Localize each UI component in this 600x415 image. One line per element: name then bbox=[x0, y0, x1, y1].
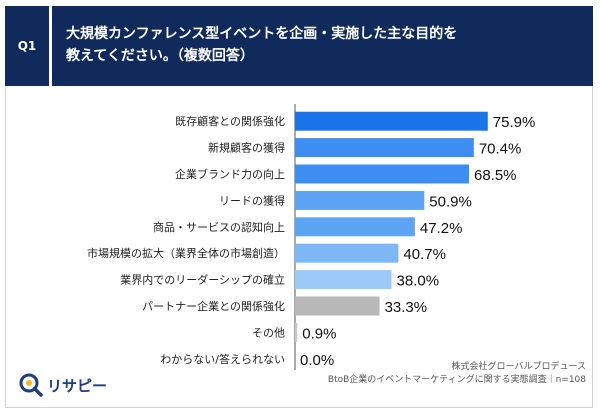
question-badge: Q1 bbox=[5, 6, 49, 86]
bar bbox=[295, 217, 415, 237]
bar bbox=[295, 190, 425, 210]
category-label: その他 bbox=[252, 326, 285, 339]
logo-text: リサピー bbox=[47, 376, 108, 395]
category-label: 新規顧客の獲得 bbox=[208, 141, 285, 155]
category-label: リードの獲得 bbox=[219, 194, 285, 207]
value-label: 47.2% bbox=[420, 220, 463, 237]
value-label: 68.5% bbox=[474, 167, 517, 184]
value-label: 0.9% bbox=[302, 325, 336, 342]
value-label: 40.7% bbox=[403, 246, 446, 263]
credit-company: 株式会社グローバルプロデュース bbox=[451, 362, 586, 372]
value-label: 70.4% bbox=[479, 141, 522, 158]
magnifier-logo-icon bbox=[19, 373, 43, 397]
bar bbox=[295, 296, 380, 316]
value-label: 33.3% bbox=[385, 299, 428, 316]
category-label: 既存顧客との関係強化 bbox=[175, 114, 285, 128]
bar bbox=[295, 138, 474, 158]
category-label: 企業ブランド力の向上 bbox=[175, 167, 285, 181]
risapy-logo: リサピー bbox=[18, 372, 107, 398]
category-label: わからない/答えられない bbox=[160, 352, 285, 366]
category-label: パートナー企業との関係強化 bbox=[142, 299, 285, 313]
value-label: 38.0% bbox=[397, 273, 440, 290]
value-label: 75.9% bbox=[493, 114, 536, 131]
credit-survey: BtoB企業のイベントマーケティングに関する実態調査｜n=108 bbox=[327, 375, 586, 385]
question-title-line-2: 教えてください。（複数回答） bbox=[66, 48, 254, 64]
value-label: 50.9% bbox=[429, 193, 472, 210]
question-title: 大規模カンファレンス型イベントを企画・実施した主な目的を 教えてください。（複数… bbox=[52, 6, 593, 86]
value-label: 0.0% bbox=[300, 352, 334, 369]
bar bbox=[295, 111, 488, 131]
bar bbox=[295, 322, 298, 342]
category-label: 業界内でのリーダーシップの確立 bbox=[120, 273, 285, 287]
bar bbox=[295, 270, 392, 290]
category-label: 商品・サービスの認知向上 bbox=[153, 220, 285, 234]
category-label: 市場規模の拡大（業界全体の市場創造） bbox=[87, 246, 285, 260]
question-title-line-1: 大規模カンファレンス型イベントを企画・実施した主な目的を bbox=[66, 26, 458, 42]
bar bbox=[295, 243, 399, 263]
bar bbox=[295, 164, 469, 184]
survey-credit: 株式会社グローバルプロデュース BtoB企業のイベントマーケティングに関する実態… bbox=[328, 361, 586, 387]
